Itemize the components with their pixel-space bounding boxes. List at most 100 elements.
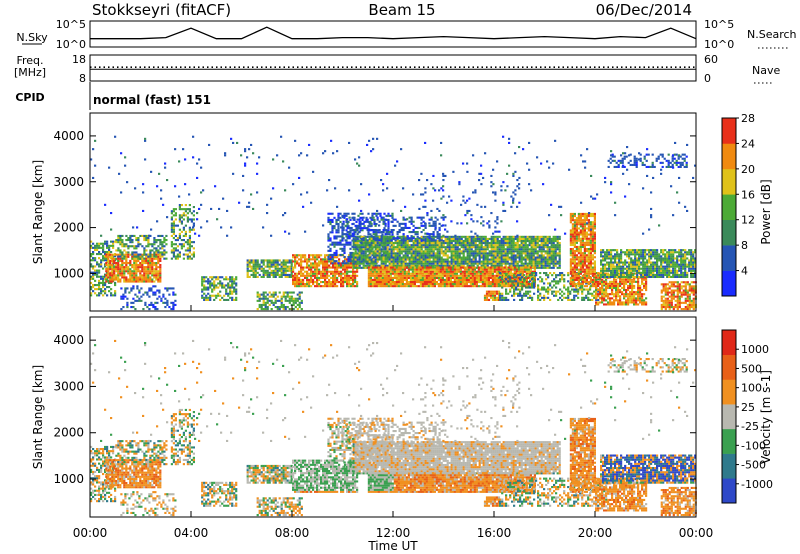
echo-cell xyxy=(411,270,414,273)
echo-cell xyxy=(503,276,506,279)
echo-cell xyxy=(416,226,419,229)
echo-cell xyxy=(476,235,479,238)
echo-cell xyxy=(436,250,439,253)
echo-cell xyxy=(504,235,507,238)
echo-cell xyxy=(367,272,370,275)
echo-cell xyxy=(288,308,291,311)
echo-cell xyxy=(358,220,361,223)
echo-cell xyxy=(472,262,475,265)
echo-cell xyxy=(188,226,191,229)
echo-cell xyxy=(258,267,261,270)
echo-cell xyxy=(401,276,404,279)
echo-cell xyxy=(370,229,373,232)
echo-cell xyxy=(483,270,486,273)
echo-cell xyxy=(455,266,458,269)
echo-cell xyxy=(172,237,175,240)
echo-cell xyxy=(498,254,501,257)
echo-cell xyxy=(147,243,150,246)
echo-cell xyxy=(388,252,391,255)
echo-cell xyxy=(453,266,456,269)
echo-cell xyxy=(143,249,146,252)
echo-cell xyxy=(119,237,122,240)
echo-cell xyxy=(438,235,441,238)
echo-cell xyxy=(370,262,373,265)
echo-cell xyxy=(270,271,273,274)
echo-cell xyxy=(488,260,491,263)
echo-cell xyxy=(444,235,447,238)
echo-cell xyxy=(292,266,295,269)
echo-cell xyxy=(318,283,321,286)
echo-cell xyxy=(483,281,486,284)
echo-cell xyxy=(554,254,557,257)
echo-cell xyxy=(358,222,361,225)
echo-cell xyxy=(377,272,380,275)
echo-cell xyxy=(332,278,335,281)
echo-cell xyxy=(457,276,460,279)
echo-cell xyxy=(184,224,187,227)
echo-cell xyxy=(162,293,165,296)
echo-cell xyxy=(182,208,185,211)
echo-cell xyxy=(145,262,148,265)
echo-cell xyxy=(147,253,150,256)
echo-cell xyxy=(334,266,337,269)
echo-cell xyxy=(98,265,101,268)
echo-cell xyxy=(552,264,555,267)
echo-cell xyxy=(342,276,345,279)
echo-cell xyxy=(404,260,407,263)
echo-cell xyxy=(397,272,400,275)
echo-cell xyxy=(112,242,115,245)
echo-cell xyxy=(342,226,345,229)
echo-cell xyxy=(459,276,462,279)
echo-cell xyxy=(131,276,134,279)
echo-cell xyxy=(419,270,422,273)
echo-cell xyxy=(482,262,485,265)
echo-cell xyxy=(504,244,507,247)
echo-cell xyxy=(510,258,513,261)
echo-cell xyxy=(274,261,277,264)
echo-cell xyxy=(436,233,439,236)
echo-cell xyxy=(109,255,112,258)
echo-cell xyxy=(465,268,468,271)
echo-cell xyxy=(510,195,513,198)
echo-cell xyxy=(501,268,504,271)
echo-cell xyxy=(519,272,522,275)
echo-cell xyxy=(490,250,493,253)
echo-cell xyxy=(464,256,467,259)
echo-cell xyxy=(318,270,321,273)
echo-cell xyxy=(184,210,187,213)
echo-cell xyxy=(492,254,495,257)
echo-cell xyxy=(306,262,309,265)
echo-cell xyxy=(465,266,468,269)
echo-cell xyxy=(426,232,429,235)
echo-cell xyxy=(327,258,330,261)
echo-cell xyxy=(353,212,356,215)
echo-cell xyxy=(428,260,431,263)
echo-cell xyxy=(383,270,386,273)
echo-cell xyxy=(462,242,465,245)
echo-cell xyxy=(489,268,492,271)
echo-cell xyxy=(552,260,555,263)
echo-cell xyxy=(385,283,388,286)
echo-cell xyxy=(211,278,214,281)
echo-cell xyxy=(429,276,432,279)
echo-cell xyxy=(225,288,228,291)
echo-cell xyxy=(225,292,228,295)
echo-cell xyxy=(521,268,524,271)
echo-cell xyxy=(467,270,470,273)
echo-cell xyxy=(346,278,349,281)
echo-cell xyxy=(433,285,436,288)
echo-cell xyxy=(405,272,408,275)
echo-cell xyxy=(398,262,401,265)
echo-cell xyxy=(117,272,120,275)
echo-cell xyxy=(486,248,489,251)
echo-cell xyxy=(256,261,259,264)
echo-cell xyxy=(286,291,289,294)
echo-cell xyxy=(465,270,468,273)
echo-cell xyxy=(402,229,405,232)
echo-cell xyxy=(482,224,485,227)
echo-cell xyxy=(442,218,445,221)
echo-cell xyxy=(550,244,553,247)
echo-cell xyxy=(477,268,480,271)
echo-cell xyxy=(260,293,263,296)
echo-cell xyxy=(188,257,191,260)
